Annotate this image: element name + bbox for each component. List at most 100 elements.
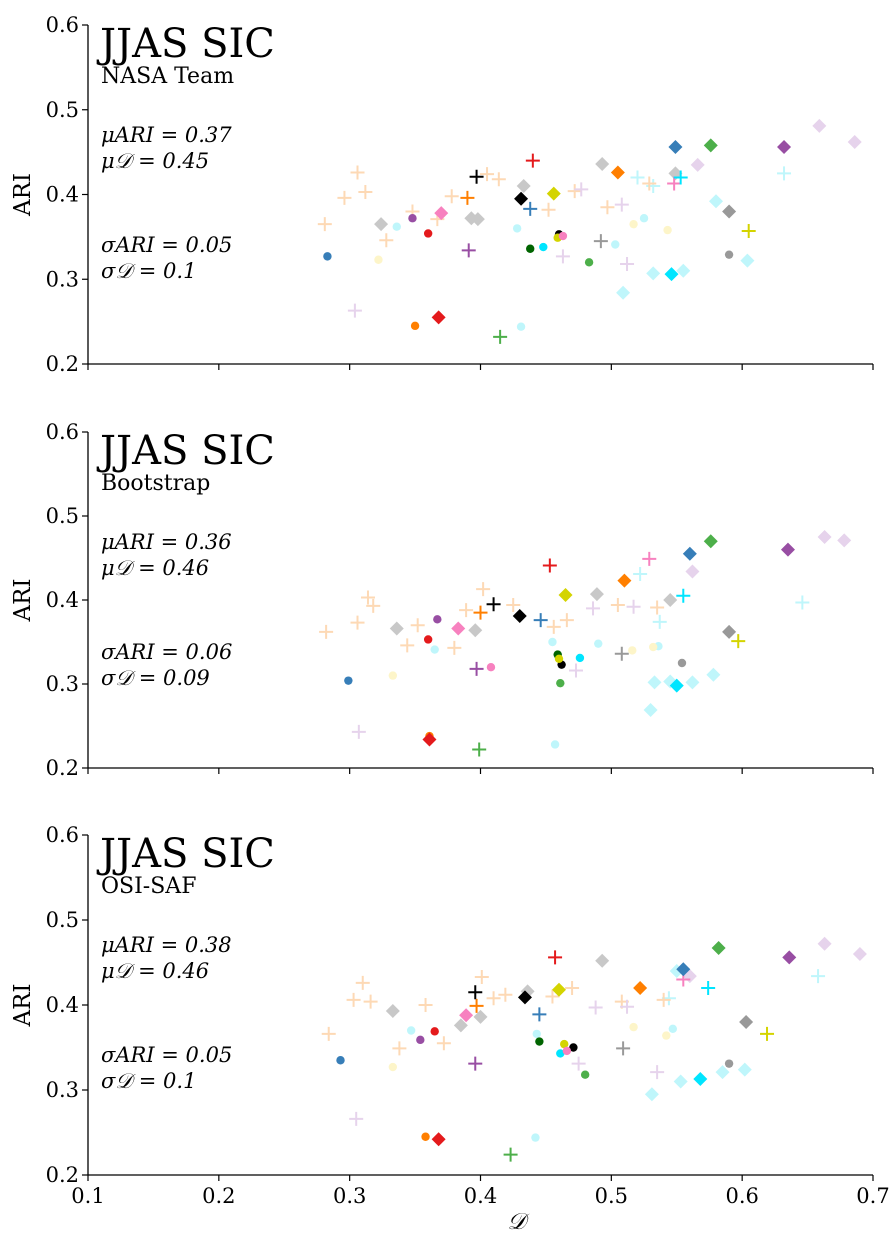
point-plus <box>468 985 483 1000</box>
point-plus <box>469 998 484 1013</box>
point-circle <box>344 676 353 685</box>
point-circle <box>611 240 620 249</box>
point-circle <box>554 654 564 663</box>
y-tick-label: 0.2 <box>46 756 79 780</box>
point-plus <box>811 969 826 984</box>
y-tick-label: 0.4 <box>46 183 79 207</box>
point-plus <box>777 166 792 181</box>
point-diamond <box>737 1062 752 1077</box>
point-diamond <box>847 134 862 149</box>
panel-title: JJAS SIC <box>96 21 275 67</box>
panel-subtitle: Bootstrap <box>101 471 210 496</box>
y-tick-label: 0.6 <box>46 823 79 847</box>
point-diamond <box>385 1003 400 1018</box>
point-plus <box>436 1036 451 1051</box>
point-plus <box>360 590 375 605</box>
x-tick-label: 0.6 <box>725 1184 758 1208</box>
point-plus <box>355 975 370 990</box>
point-diamond <box>703 534 718 549</box>
stat-annotation: μARI = 0.38 <box>101 933 232 957</box>
point-plus <box>633 566 648 581</box>
point-diamond <box>676 263 691 278</box>
point-circle <box>512 224 522 233</box>
point-plus <box>486 991 501 1006</box>
point-plus <box>630 170 645 185</box>
y-tick-label: 0.5 <box>46 908 79 932</box>
point-circle <box>416 1035 425 1045</box>
point-plus <box>410 618 425 633</box>
point-diamond <box>451 621 466 636</box>
point-plus <box>545 989 560 1004</box>
point-circle <box>560 1039 569 1049</box>
point-plus <box>593 234 608 249</box>
point-diamond <box>703 138 718 153</box>
point-circle <box>516 322 526 331</box>
point-plus <box>486 597 501 612</box>
point-diamond <box>552 982 566 997</box>
point-plus <box>559 613 574 628</box>
point-circle <box>392 222 401 231</box>
point-plus <box>472 742 487 757</box>
point-plus <box>626 599 641 614</box>
panel-title: JJAS SIC <box>96 428 275 474</box>
point-diamond <box>617 573 632 588</box>
point-plus <box>676 588 691 603</box>
x-tick-label: 0.1 <box>71 1184 104 1208</box>
point-circle <box>408 214 417 223</box>
point-circle <box>662 1031 671 1040</box>
point-plus <box>498 987 513 1002</box>
point-diamond <box>715 1065 730 1080</box>
point-plus <box>321 1026 336 1041</box>
point-diamond <box>685 675 700 690</box>
point-diamond <box>664 267 679 282</box>
point-plus <box>620 999 635 1014</box>
y-tick-label: 0.6 <box>46 13 79 37</box>
point-plus <box>650 600 665 615</box>
point-circle <box>628 646 637 655</box>
point-circle <box>336 1056 345 1065</box>
point-circle <box>532 1029 541 1039</box>
point-plus <box>571 1056 586 1071</box>
y-tick-label: 0.4 <box>46 993 79 1017</box>
point-circle <box>548 637 557 647</box>
point-diamond <box>514 191 529 206</box>
point-plus <box>650 1065 665 1080</box>
point-plus <box>656 992 671 1007</box>
y-tick-label: 0.2 <box>46 1163 79 1187</box>
point-circle <box>535 1037 544 1046</box>
point-circle <box>677 658 687 668</box>
stat-annotation: σ𝒟 = 0.1 <box>101 1069 196 1093</box>
y-tick-label: 0.3 <box>46 267 79 291</box>
point-diamond <box>595 953 610 968</box>
x-tick-label: 0.2 <box>202 1184 235 1208</box>
point-plus <box>673 170 688 185</box>
point-circle <box>649 642 658 652</box>
point-plus <box>480 167 495 182</box>
point-circle <box>374 255 383 264</box>
point-circle <box>526 244 535 253</box>
point-circle <box>580 1070 590 1079</box>
x-tick-label: 0.4 <box>464 1184 497 1208</box>
point-circle <box>556 1049 565 1058</box>
point-plus <box>610 598 625 613</box>
point-diamond <box>852 947 867 961</box>
panel-subtitle: OSI-SAF <box>101 874 196 899</box>
point-diamond <box>431 310 446 325</box>
point-plus <box>337 190 352 205</box>
point-diamond <box>422 732 437 747</box>
point-plus <box>459 603 474 618</box>
point-diamond <box>595 156 610 171</box>
stat-annotation: μ𝒟 = 0.45 <box>101 149 209 173</box>
point-diamond <box>633 981 648 995</box>
stat-annotation: σ𝒟 = 0.09 <box>101 666 210 690</box>
point-plus <box>701 981 716 995</box>
point-diamond <box>817 936 832 951</box>
point-plus <box>503 1147 518 1162</box>
point-plus <box>652 614 667 629</box>
point-diamond <box>676 962 691 977</box>
point-plus <box>493 329 508 344</box>
point-circle <box>388 1062 398 1072</box>
point-circle <box>594 639 603 648</box>
stat-annotation: μ𝒟 = 0.46 <box>101 959 209 983</box>
